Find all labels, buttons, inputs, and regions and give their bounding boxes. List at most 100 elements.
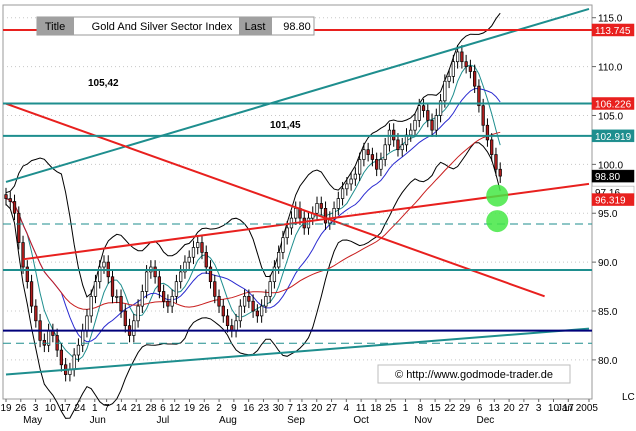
y-tick-label: 115.0	[598, 14, 623, 25]
target-dot-2	[486, 210, 509, 233]
candle	[426, 103, 430, 128]
ma-slow-line	[5, 131, 501, 310]
x-tick-label: 6	[477, 403, 483, 414]
candle	[140, 284, 144, 313]
candle	[447, 69, 451, 89]
candle	[379, 152, 383, 177]
x-tick-label: 24	[74, 403, 86, 414]
candle	[323, 201, 328, 230]
price-tag-box	[591, 193, 635, 206]
watermark-text: © http://www.godmode-trader.de	[395, 369, 553, 381]
x-tick-label: 13	[296, 403, 308, 414]
candle-body	[438, 100, 443, 116]
candle-body	[460, 51, 464, 63]
candle-body	[409, 129, 413, 136]
y-tick-label: 95.0	[598, 209, 618, 220]
x-tick-label: 6	[160, 403, 166, 414]
candle-body	[323, 208, 328, 224]
x-tick-label: 30	[273, 403, 285, 414]
candle-body	[115, 295, 119, 298]
candle	[430, 113, 434, 137]
candle-body	[353, 173, 357, 180]
candle-body	[340, 188, 345, 199]
candle-body	[332, 208, 336, 219]
candle-body	[4, 194, 8, 199]
candle	[345, 177, 349, 196]
candle-body	[426, 110, 430, 121]
candle	[123, 304, 127, 333]
candle	[217, 289, 221, 313]
candle	[255, 304, 259, 323]
candle-body	[85, 315, 89, 331]
candle	[336, 191, 340, 216]
candle	[93, 274, 98, 304]
candle-body	[59, 349, 64, 366]
price-tag-label: 106.226	[595, 99, 632, 110]
candle-body	[225, 315, 230, 327]
x-tick-label: 7	[104, 403, 110, 414]
candle	[473, 64, 477, 93]
candle-body	[136, 305, 140, 322]
candle	[315, 196, 319, 221]
x-tick-label: 17	[563, 403, 575, 414]
last-label: Last	[245, 21, 266, 33]
title-label: Title	[45, 21, 65, 33]
candle	[319, 196, 323, 216]
candle-body	[242, 295, 247, 307]
candle	[396, 133, 400, 157]
candle	[340, 181, 345, 206]
candle-body	[140, 291, 144, 307]
candle-body	[200, 242, 204, 253]
candle-body	[485, 124, 490, 141]
x-tick-label: 3	[536, 403, 542, 414]
candle	[110, 269, 115, 304]
candle-body	[196, 242, 200, 248]
candle-body	[8, 198, 12, 202]
candle-body	[375, 159, 379, 170]
x-tick-label: 14	[116, 403, 128, 414]
y-tick-label: 105.0	[598, 111, 623, 122]
x-month-label: Dec	[477, 415, 495, 426]
candle-body	[490, 139, 494, 155]
x-tick-label: 18	[370, 403, 382, 414]
candle-body	[119, 295, 123, 312]
candle-body	[345, 183, 349, 190]
candle-body	[464, 61, 468, 67]
x-tick-label: 1	[92, 403, 98, 414]
price-tag: 106.226	[591, 97, 635, 110]
candle	[260, 299, 264, 323]
candle-body	[349, 178, 353, 185]
candle-body	[362, 149, 366, 160]
candle-body	[473, 71, 477, 87]
x-tick-label: 3	[33, 403, 39, 414]
candle	[306, 211, 311, 235]
candle-body	[451, 61, 455, 77]
candle-body	[357, 159, 362, 175]
candle-body	[285, 227, 289, 239]
price-tag-box	[591, 23, 635, 37]
annotation-level-b: 101,45	[270, 120, 301, 131]
candle	[400, 137, 404, 157]
y-tick-label: 110.0	[598, 63, 623, 74]
title-value: Gold And Silver Sector Index	[92, 21, 233, 33]
candle-body	[400, 144, 404, 151]
candle	[25, 260, 29, 289]
x-tick-label: 29	[459, 403, 471, 414]
price-tag-label: 98.80	[595, 172, 620, 183]
candle	[191, 240, 196, 265]
x-tick-label: 22	[444, 403, 456, 414]
candle	[494, 147, 498, 177]
candle	[434, 108, 438, 137]
y-tick-label: 100.0	[598, 160, 623, 171]
candle	[213, 274, 217, 304]
x-tick-label: 16	[243, 403, 255, 414]
candle-body	[247, 295, 251, 302]
candle	[464, 54, 468, 74]
candle-body	[319, 203, 323, 209]
candle	[247, 289, 251, 309]
candle	[34, 299, 38, 328]
y-tick-label: 90.0	[598, 258, 618, 269]
x-tick-label: 19	[0, 403, 12, 414]
